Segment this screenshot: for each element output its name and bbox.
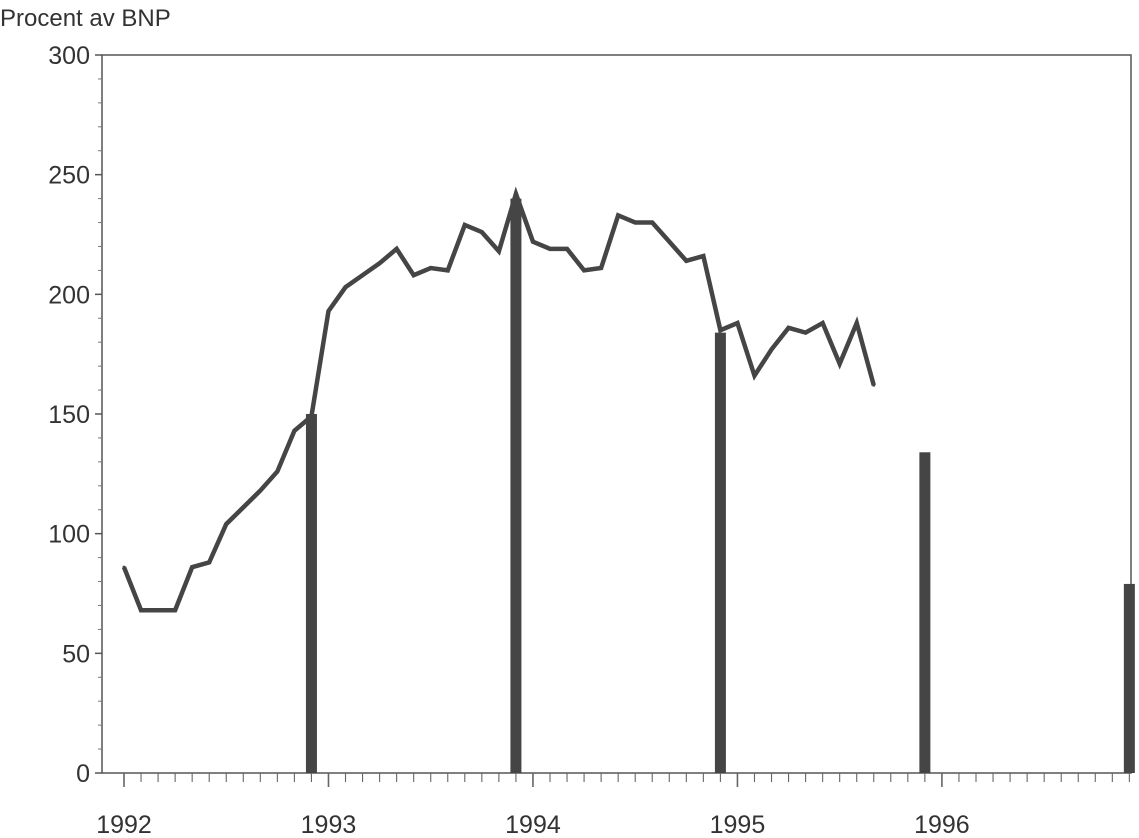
line-point <box>309 414 313 418</box>
y-tick-label: 300 <box>48 42 90 70</box>
plot-frame <box>101 54 1132 774</box>
line-point <box>650 221 654 225</box>
bar <box>919 452 931 773</box>
line-point <box>599 266 603 270</box>
line-point <box>275 469 279 473</box>
line-point <box>684 259 688 263</box>
line-point <box>207 560 211 564</box>
bar <box>305 414 317 773</box>
line-point <box>633 221 637 225</box>
line-point <box>838 362 842 366</box>
bar <box>510 198 522 774</box>
line-point <box>122 565 126 569</box>
line-point <box>190 565 194 569</box>
line-point <box>531 240 535 244</box>
line-point <box>821 321 825 325</box>
line-point <box>718 328 722 332</box>
line-point <box>667 240 671 244</box>
line-point <box>241 505 245 509</box>
line-point <box>395 247 399 251</box>
line-series <box>121 186 876 613</box>
y-tick-label: 100 <box>48 521 90 549</box>
line-point <box>412 273 416 277</box>
bar <box>1123 583 1135 773</box>
line-point <box>429 266 433 270</box>
line-point <box>446 268 450 272</box>
x-tick-label: 1995 <box>710 811 766 838</box>
line-point <box>514 192 518 196</box>
bar-series <box>305 198 1135 774</box>
y-tick-label: 250 <box>48 162 90 190</box>
line-point <box>480 230 484 234</box>
line-point <box>361 273 365 277</box>
line-point <box>378 261 382 265</box>
line-point <box>701 254 705 258</box>
line-point <box>139 608 143 612</box>
line-point <box>258 489 262 493</box>
y-tick-label: 200 <box>48 281 90 309</box>
y-tick-label: 50 <box>62 640 90 668</box>
x-tick-label: 1994 <box>505 811 561 838</box>
line-point <box>344 285 348 289</box>
line-point <box>497 249 501 253</box>
x-axis: 1992 1993 1994 1995 1996 <box>96 773 1130 838</box>
y-tick-label: 150 <box>48 401 90 429</box>
line-point <box>463 223 467 227</box>
line-point <box>872 383 876 387</box>
line-point <box>787 326 791 330</box>
line-point <box>565 247 569 251</box>
line-series-layer <box>121 186 876 613</box>
line-point <box>616 213 620 217</box>
line-point <box>582 268 586 272</box>
x-tick-label: 1996 <box>914 811 970 838</box>
line-point <box>770 347 774 351</box>
y-axis: 0 50 100 150 200 250 300 <box>48 42 102 788</box>
line-point <box>224 522 228 526</box>
y-tick-label: 0 <box>76 760 90 788</box>
x-tick-label: 1992 <box>96 811 152 838</box>
line-point <box>804 331 808 335</box>
x-tick-label: 1993 <box>301 811 357 838</box>
line-point <box>735 321 739 325</box>
y-axis-unit-label: Procent av BNP <box>0 5 171 32</box>
line-point <box>156 608 160 612</box>
line-point <box>548 247 552 251</box>
line-point <box>173 608 177 612</box>
line-point <box>326 309 330 313</box>
line-point <box>292 429 296 433</box>
bar <box>714 332 726 773</box>
line-point <box>752 374 756 378</box>
line-point <box>855 321 859 325</box>
